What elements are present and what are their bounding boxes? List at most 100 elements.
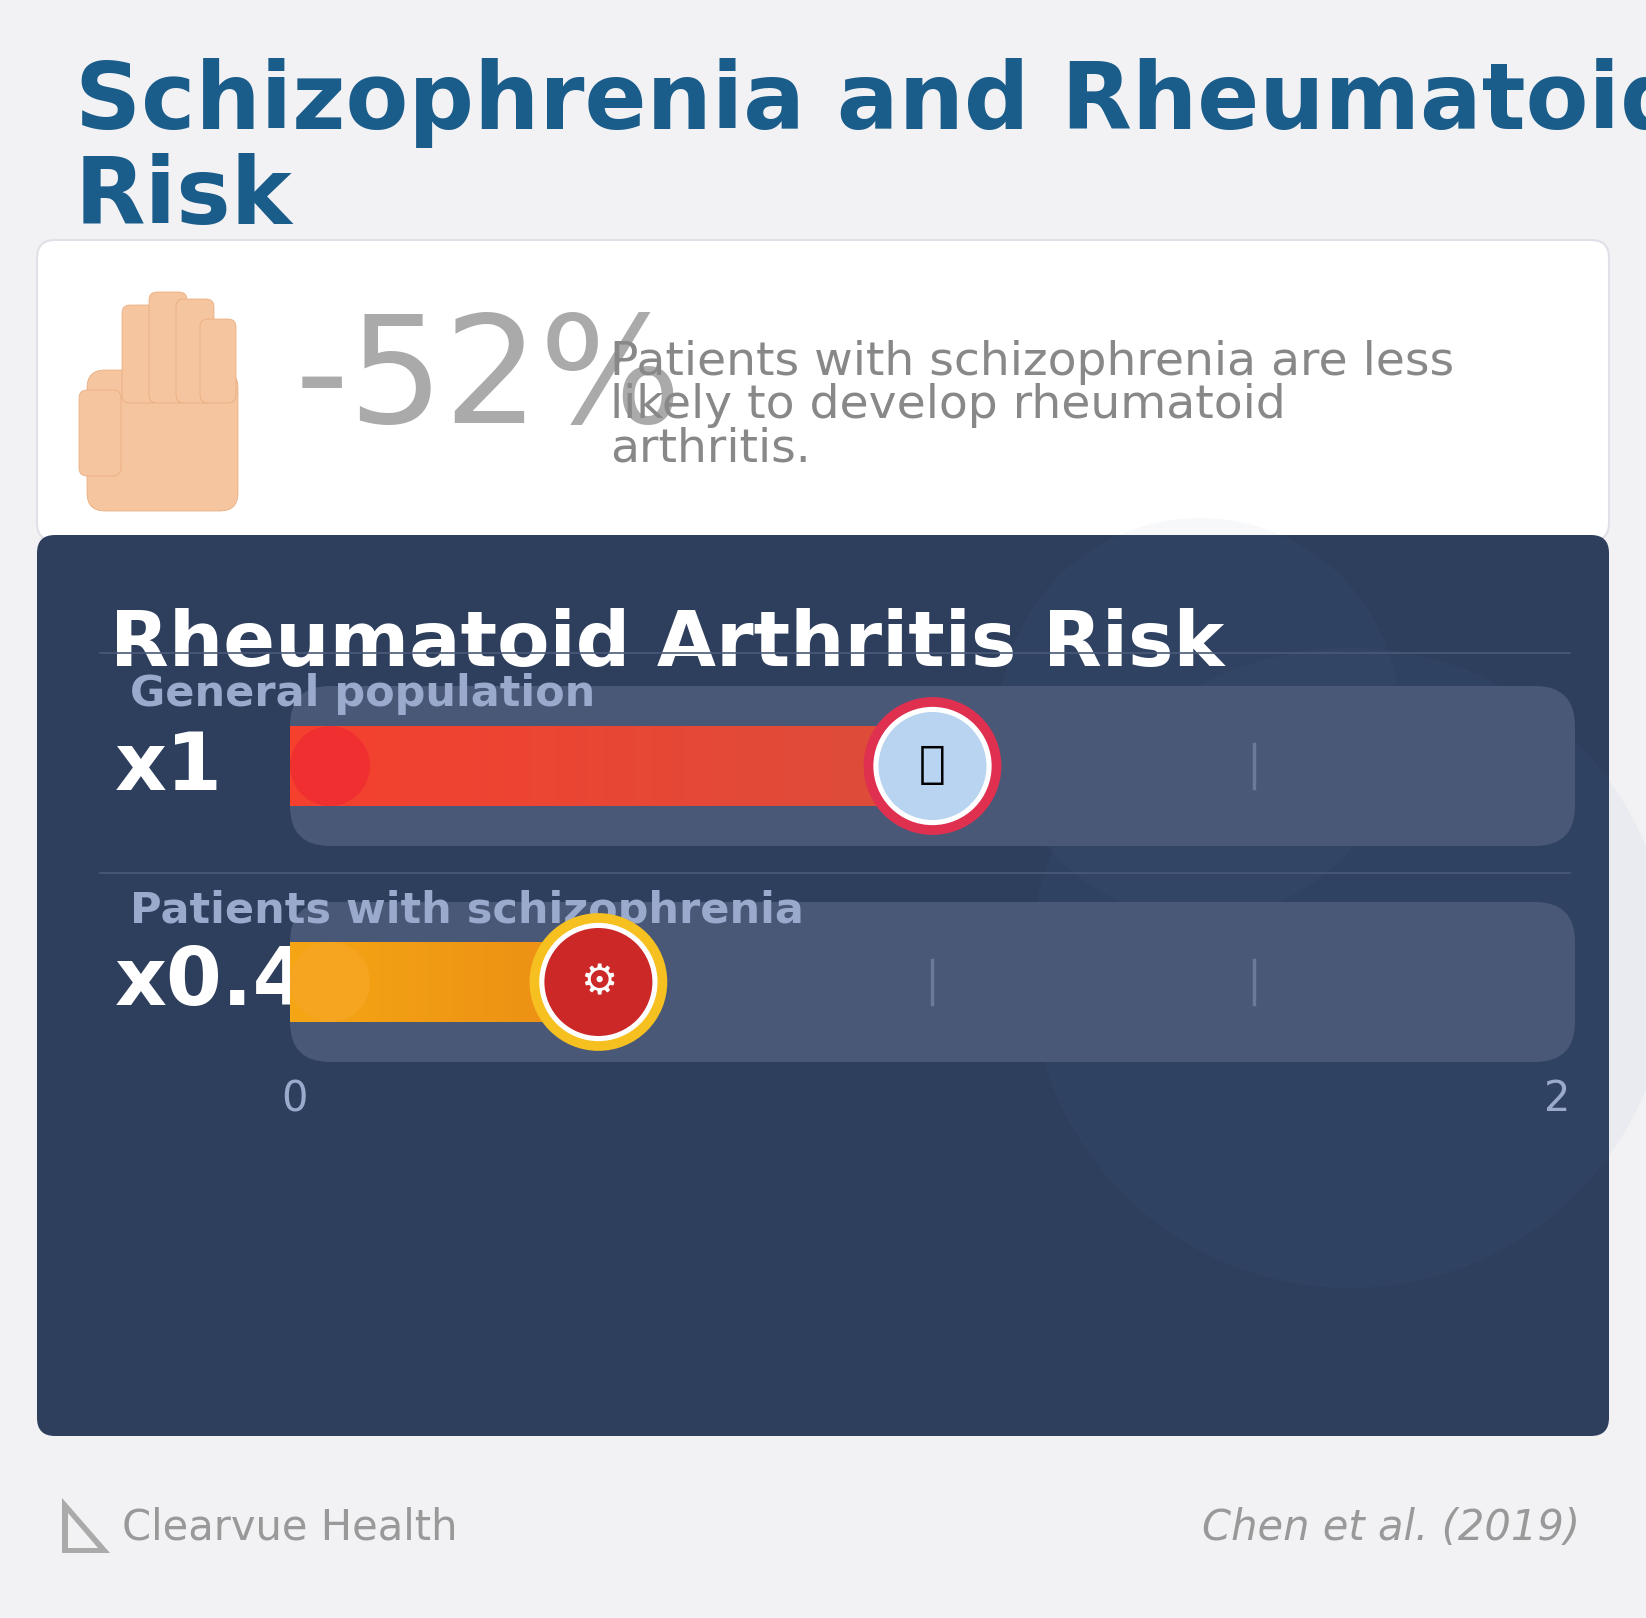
Bar [756,726,765,806]
Bar [479,942,484,1023]
Bar [602,726,612,806]
Bar [436,942,441,1023]
Bar [336,942,342,1023]
Bar [491,726,500,806]
Bar [347,942,354,1023]
FancyBboxPatch shape [79,390,122,476]
Bar [548,942,553,1023]
Text: likely to develop rheumatoid: likely to develop rheumatoid [611,383,1286,429]
Bar [393,942,400,1023]
Bar [892,726,902,806]
Bar [533,942,538,1023]
FancyBboxPatch shape [36,536,1610,1437]
Polygon shape [67,1513,99,1548]
Bar [675,726,685,806]
Bar [491,942,495,1023]
Bar [514,942,518,1023]
Bar [395,726,403,806]
Bar [379,942,384,1023]
FancyBboxPatch shape [290,901,1575,1061]
Bar [579,942,584,1023]
Circle shape [1495,942,1575,1023]
Bar [416,942,423,1023]
Bar [344,942,349,1023]
Bar [306,942,311,1023]
Bar [459,942,464,1023]
Bar [540,942,546,1023]
Bar [507,726,517,806]
Bar [290,726,300,806]
Circle shape [545,929,652,1036]
Bar [370,726,380,806]
Bar [418,726,428,806]
Bar [410,942,415,1023]
Bar [611,726,621,806]
Bar [329,942,334,1023]
Text: 0: 0 [281,1078,308,1120]
Text: 2: 2 [1544,1078,1570,1120]
Bar [505,942,512,1023]
Bar [668,726,677,806]
FancyBboxPatch shape [150,291,188,403]
Bar [298,942,303,1023]
Bar [627,726,637,806]
Bar [435,726,444,806]
Bar [295,942,300,1023]
Bar [313,942,318,1023]
Bar [522,942,527,1023]
Bar [352,942,357,1023]
Bar [459,726,467,806]
Text: Chen et al. (2019): Chen et al. (2019) [1202,1506,1580,1548]
Circle shape [1495,726,1575,806]
Bar [555,726,565,806]
Bar [563,726,573,806]
Bar [402,726,412,806]
Bar [900,726,910,806]
Bar [708,726,718,806]
Bar [660,726,668,806]
Bar [619,726,629,806]
Bar [413,942,418,1023]
Bar [933,726,1575,806]
FancyBboxPatch shape [201,319,235,403]
Text: Patients with schizophrenia: Patients with schizophrenia [130,890,803,932]
FancyBboxPatch shape [87,371,239,511]
Bar [474,726,484,806]
Bar [382,942,388,1023]
Bar [579,726,589,806]
Bar [309,942,314,1023]
Bar [444,942,449,1023]
Circle shape [290,942,370,1023]
Text: x0.48: x0.48 [115,943,365,1023]
Bar [441,942,446,1023]
Bar [387,726,397,806]
Text: Rheumatoid Arthritis Risk: Rheumatoid Arthritis Risk [110,608,1225,683]
Bar [537,942,542,1023]
Bar [433,942,438,1023]
Bar [402,942,407,1023]
Circle shape [535,917,662,1045]
Bar [375,942,380,1023]
Bar [298,726,308,806]
Bar [599,942,1575,1023]
Bar [739,726,749,806]
Bar [528,942,535,1023]
Bar [532,726,540,806]
Bar [683,726,693,806]
Bar [571,942,576,1023]
Bar [482,726,492,806]
Bar [909,726,918,806]
Bar [346,726,356,806]
Bar [499,726,509,806]
Bar [811,726,821,806]
Bar [482,942,489,1023]
Bar [820,726,830,806]
Bar [318,942,323,1023]
Bar [515,726,525,806]
Bar [588,726,597,806]
Text: -52%: -52% [295,309,683,453]
Text: 🥿: 🥿 [918,743,946,785]
Bar [337,726,347,806]
Bar [379,726,388,806]
Bar [591,942,596,1023]
